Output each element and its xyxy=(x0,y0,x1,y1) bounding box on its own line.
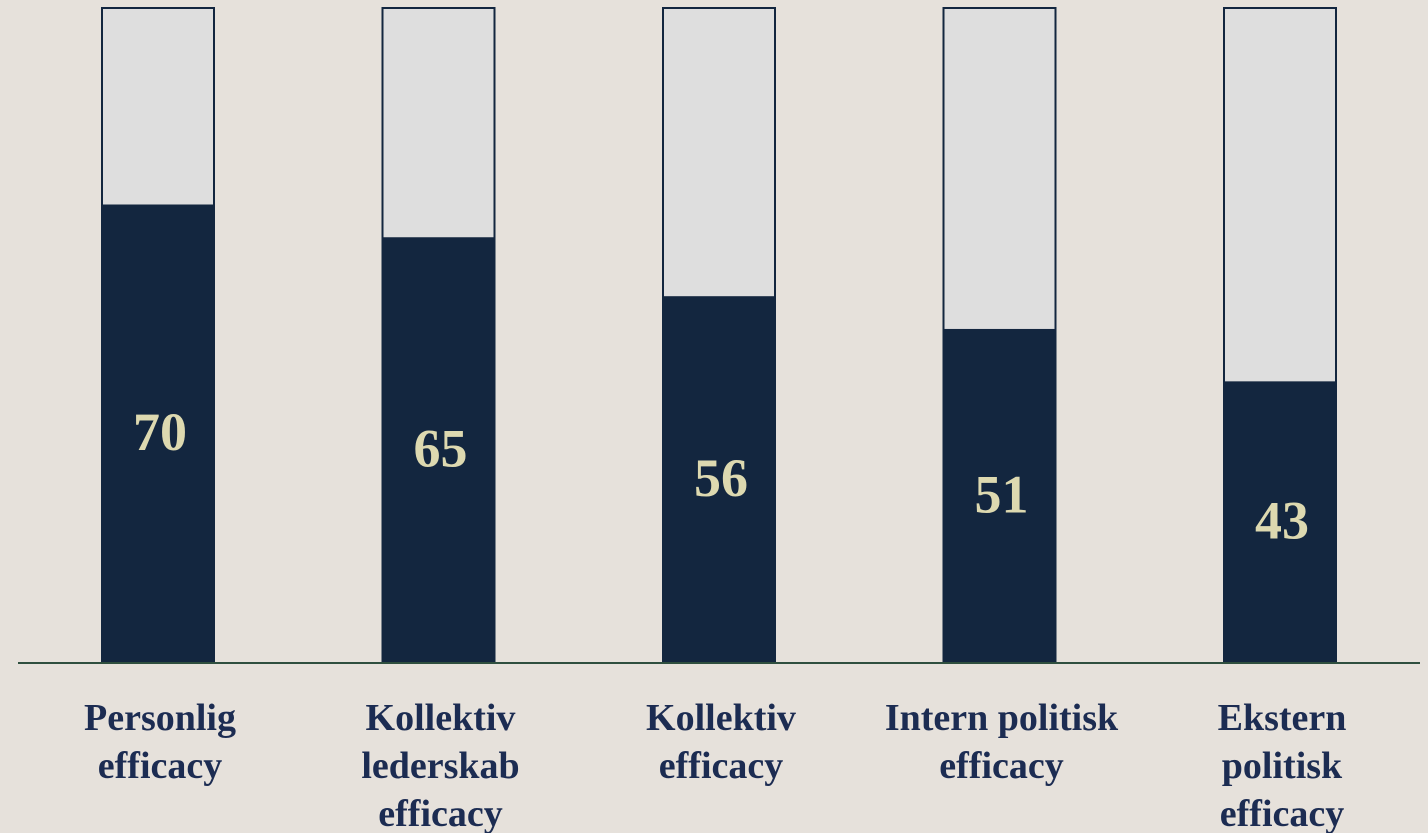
value-label: 70 xyxy=(133,402,187,462)
category-label: Kollektiv lederskab efficacy xyxy=(361,697,520,833)
value-label: 51 xyxy=(975,464,1029,524)
category-label: Personlig efficacy xyxy=(84,697,236,787)
bar xyxy=(943,328,1056,663)
value-label: 65 xyxy=(414,419,468,479)
bar xyxy=(1224,381,1336,663)
category-label: Kollektiv efficacy xyxy=(646,697,796,787)
category-label: Ekstern politisk efficacy xyxy=(1217,697,1347,833)
category-label: Intern politisk efficacy xyxy=(884,697,1119,787)
value-label: 56 xyxy=(694,448,748,508)
bar xyxy=(382,237,495,663)
bar xyxy=(663,296,775,663)
bar xyxy=(102,204,214,663)
value-label: 43 xyxy=(1255,491,1309,551)
